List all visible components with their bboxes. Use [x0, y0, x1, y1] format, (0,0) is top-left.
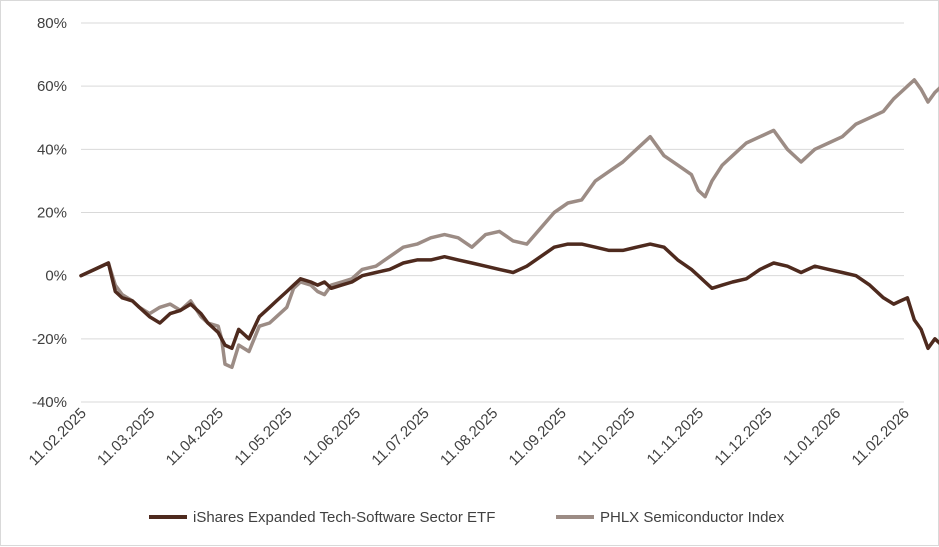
- y-tick-label: 20%: [37, 205, 67, 222]
- legend-label-0: iShares Expanded Tech-Software Sector ET…: [193, 509, 495, 526]
- x-tick-label: 11.02.2026: [849, 405, 913, 469]
- x-tick-label: 11.12.2025: [711, 405, 775, 469]
- x-tick-label: 11.07.2025: [368, 405, 432, 469]
- gridlines: [81, 22, 904, 403]
- x-tick-label: 11.03.2025: [94, 405, 158, 469]
- y-tick-label: 40%: [37, 141, 67, 158]
- y-tick-label: -40%: [32, 394, 67, 411]
- x-tick-label: 11.01.2026: [780, 405, 844, 469]
- x-tick-label: 11.05.2025: [231, 405, 295, 469]
- x-tick-label: 11.06.2025: [300, 405, 364, 469]
- y-tick-label: 60%: [37, 78, 67, 95]
- x-tick-label: 11.11.2025: [644, 405, 708, 469]
- x-tick-label: 11.08.2025: [437, 405, 501, 469]
- x-tick-label: 11.04.2025: [163, 405, 227, 469]
- legend: iShares Expanded Tech-Software Sector ET…: [149, 509, 785, 526]
- y-tick-label: 80%: [37, 15, 67, 32]
- x-axis-ticks: 11.02.2025 11.03.2025 11.04.2025 11.05.2025…: [26, 405, 913, 469]
- y-tick-label: -20%: [32, 331, 67, 348]
- y-axis-ticks: -40% -20% 0% 20% 40% 60% 80%: [32, 15, 67, 411]
- series-lines: [79, 78, 939, 370]
- series-line-0: [79, 242, 939, 351]
- x-tick-label: 11.02.2025: [26, 405, 90, 469]
- legend-label-1: PHLX Semiconductor Index: [600, 509, 785, 526]
- x-tick-label: 11.09.2025: [506, 405, 570, 469]
- y-tick-label: 0%: [45, 268, 67, 285]
- x-tick-label: 11.10.2025: [574, 405, 638, 469]
